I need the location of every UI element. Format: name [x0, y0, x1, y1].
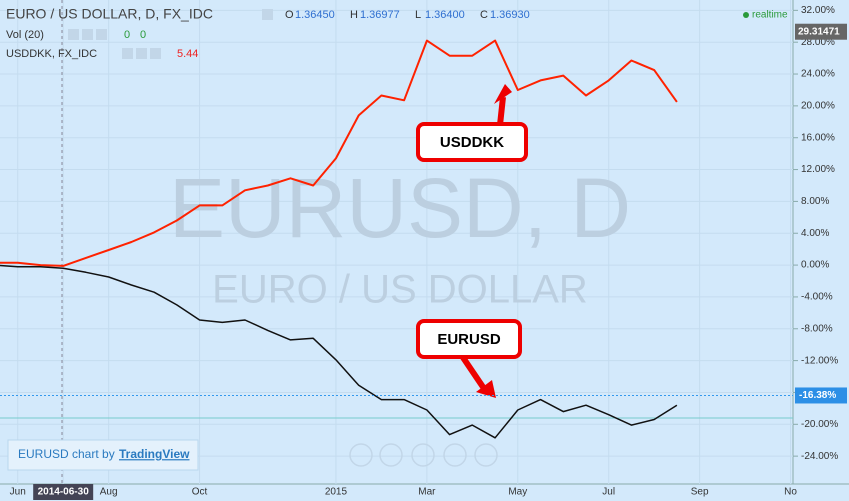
x-tick-label: 2015 [325, 487, 348, 498]
watermark: EURO / US DOLLAR [212, 268, 588, 312]
x-tick-label: Sep [691, 487, 709, 498]
y-tick-label: 8.00% [801, 196, 829, 207]
chart-title: EURO / US DOLLAR, D, FX_IDC [6, 6, 213, 22]
volume-value: 0 [140, 29, 146, 41]
series-line [0, 264, 678, 439]
y-tick-label: 28.00% [801, 37, 835, 48]
quote-value: 1.36977 [360, 9, 400, 21]
crosshair-label-box [33, 484, 94, 500]
y-tick-label: -8.00% [801, 323, 833, 334]
credit-link[interactable]: TradingView [119, 447, 190, 461]
x-tick-label: Jul [602, 487, 615, 498]
x-tick-label: Jun [10, 487, 26, 498]
y-tick-label: 12.00% [801, 164, 835, 175]
y-tick-label: 24.00% [801, 69, 835, 80]
zoom-controls[interactable] [349, 443, 498, 467]
x-tick-label: No [784, 487, 797, 498]
watermark: EURUSD, D [169, 161, 631, 255]
y-tick-label: 16.00% [801, 132, 835, 143]
compare-value: 5.44 [177, 48, 198, 60]
volume-value: 0 [124, 29, 130, 41]
last-label: -16.38% [799, 390, 836, 401]
grid [0, 0, 793, 484]
callout: USDDKK [416, 84, 528, 162]
x-tick-label: May [508, 487, 527, 498]
quote-name: H [350, 9, 358, 21]
y-tick-label: 0.00% [801, 260, 829, 271]
quote-value: 1.36450 [295, 9, 335, 21]
price-label-box [795, 23, 847, 40]
status-dot [743, 12, 749, 18]
x-tick-label: Aug [100, 487, 118, 498]
y-tick-label: -24.00% [801, 451, 838, 462]
quote-name: O [285, 9, 294, 21]
x-tick-label: 2014-06-30 [38, 487, 90, 498]
x-tick-label: Oct [192, 487, 208, 498]
series-line [0, 39, 678, 267]
plot [0, 39, 678, 439]
quote-value: 1.36400 [425, 9, 465, 21]
last-label-box [795, 387, 847, 404]
y-tick-label: 32.00% [801, 5, 835, 16]
quote-name: C [480, 9, 488, 21]
quote: O 1.36450 H 1.36977 L 1.36400 C 1.36930 [285, 9, 530, 21]
icons [68, 9, 273, 59]
callout-text: USDDKK [440, 134, 504, 151]
volume-name: Vol (20) [6, 29, 44, 41]
y-tick-label: -12.00% [801, 355, 838, 366]
status: realtime [752, 10, 788, 21]
callout-text: EURUSD [437, 331, 501, 348]
y-tick-label: -4.00% [801, 292, 833, 303]
price-label: 29.31471 [798, 26, 840, 37]
callout: EURUSD [416, 319, 522, 398]
credit: EURUSD chart by [18, 447, 115, 461]
quote-value: 1.36930 [490, 9, 530, 21]
y-tick-label: 20.00% [801, 101, 835, 112]
quote-name: L [415, 9, 421, 21]
y-tick-label: -20.00% [801, 419, 838, 430]
credit-box [7, 439, 199, 471]
compare-name: USDDKK, FX_IDC [6, 48, 97, 60]
y-tick-label: 4.00% [801, 228, 829, 239]
x-tick-label: Mar [418, 487, 436, 498]
